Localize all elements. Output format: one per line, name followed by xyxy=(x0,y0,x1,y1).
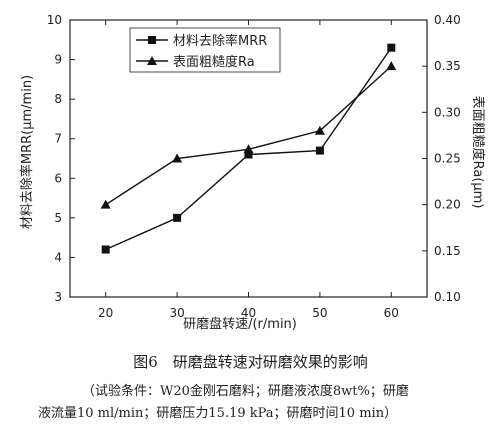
y-axis-left-title: 材料去除率MRR(μm/min) xyxy=(19,75,35,229)
chart: 20 30 40 50 60 3 4 5 6 7 8 9 10 0.10 0.15 0.20 0.25 0.30 0… xyxy=(19,13,486,332)
y-axis-right-title: 表面粗糙度Ra(μm) xyxy=(470,96,486,209)
legend-label: 材料去除率MRR xyxy=(173,33,267,49)
y-right-tick-label: 0.30 xyxy=(434,105,461,119)
legend-label: 表面粗糙度Ra xyxy=(173,54,255,70)
data-point-triangle xyxy=(243,144,254,154)
y-left-tick-label: 6 xyxy=(54,171,62,185)
legend-marker-square xyxy=(148,36,156,44)
legend: 材料去除率MRR 表面粗糙度Ra xyxy=(129,27,281,73)
y-right-tick-label: 0.10 xyxy=(434,290,461,304)
y-right-tick-label: 0.40 xyxy=(434,13,461,27)
y-left-tick-label: 7 xyxy=(54,132,62,146)
figure-caption-title: 图6 研磨盘转速对研磨效果的影响 xyxy=(133,353,368,371)
y-left-tick-label: 10 xyxy=(47,13,62,27)
y-left-tick-label: 5 xyxy=(54,211,62,225)
y-right-tick-label: 0.20 xyxy=(434,198,461,212)
data-point-square xyxy=(315,146,324,155)
data-point-triangle xyxy=(314,125,325,135)
y-left-tick-label: 8 xyxy=(54,92,62,106)
data-point-square xyxy=(173,213,182,222)
y-left-tick-label: 3 xyxy=(54,290,62,304)
axes: 20 30 40 50 60 3 4 5 6 7 8 9 10 0.10 0.15 0.20 0.25 0.30 0… xyxy=(47,13,461,320)
x-tick-label: 30 xyxy=(169,306,184,320)
series-line-2 xyxy=(105,65,392,206)
legend-marker-triangle xyxy=(147,56,157,65)
y-right-tick-label: 0.15 xyxy=(434,244,461,258)
series-layer xyxy=(100,43,397,254)
x-tick-label: 50 xyxy=(312,306,327,320)
y-right-tick-label: 0.25 xyxy=(434,152,461,166)
data-point-triangle xyxy=(386,61,397,71)
x-tick-label: 60 xyxy=(384,306,399,320)
y-left-tick-label: 4 xyxy=(54,250,62,264)
data-point-square xyxy=(244,150,253,159)
figure-caption-note-line-1: （试验条件：W20金刚石磨料；研磨液浓度8wt%；研磨 xyxy=(82,384,409,399)
data-point-triangle xyxy=(100,199,111,209)
x-tick-label: 20 xyxy=(98,306,113,320)
data-point-square xyxy=(387,43,396,52)
x-tick-label: 40 xyxy=(241,306,256,320)
y-left-tick-label: 9 xyxy=(54,53,62,67)
data-point-square xyxy=(101,245,110,254)
figure-caption-note-line-2: 液流量10 ml/min；研磨压力15.19 kPa；研磨时间10 min） xyxy=(38,406,398,421)
data-point-triangle xyxy=(172,153,183,163)
y-right-tick-label: 0.35 xyxy=(434,59,461,73)
x-axis-title: 研磨盘转速/(r/min) xyxy=(183,316,297,332)
